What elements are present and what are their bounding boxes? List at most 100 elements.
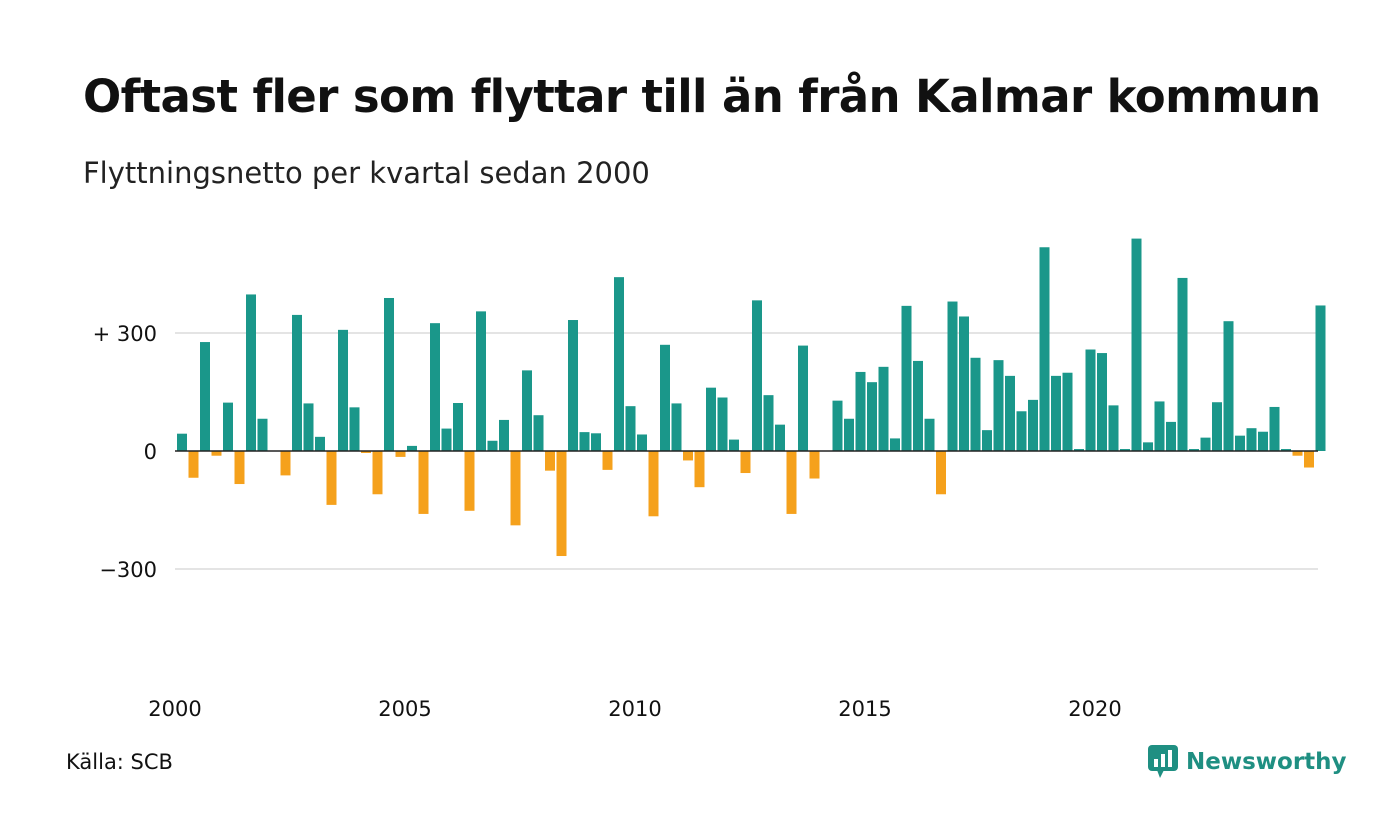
bar-positive bbox=[568, 320, 578, 451]
bar-negative bbox=[234, 451, 245, 485]
bar-positive bbox=[660, 344, 670, 451]
bar-positive bbox=[315, 436, 325, 451]
bar-positive bbox=[533, 415, 544, 451]
bar-positive bbox=[913, 360, 923, 451]
bar-positive bbox=[1005, 375, 1015, 451]
chart-title: Oftast fler som flyttar till än från Kal… bbox=[83, 70, 1321, 123]
bar-positive bbox=[1143, 442, 1153, 451]
bar-positive bbox=[982, 430, 992, 451]
bar-positive bbox=[844, 418, 854, 451]
bar-negative bbox=[188, 451, 199, 478]
bar-positive bbox=[338, 329, 348, 451]
bar-positive bbox=[1131, 238, 1142, 451]
bar-positive bbox=[1120, 449, 1130, 451]
bar-positive bbox=[867, 382, 877, 451]
bar-negative bbox=[1292, 451, 1303, 456]
bar-positive bbox=[1189, 449, 1199, 451]
bar-positive bbox=[671, 403, 682, 451]
bar-negative bbox=[211, 451, 222, 456]
bar-positive bbox=[1085, 349, 1096, 451]
bar-positive bbox=[901, 305, 912, 451]
bar-negative bbox=[510, 451, 521, 526]
bar-positive bbox=[1200, 437, 1211, 451]
bar-positive bbox=[522, 370, 532, 451]
bar-negative bbox=[694, 451, 705, 488]
bar-positive bbox=[1074, 449, 1084, 451]
bar-positive bbox=[453, 403, 463, 451]
bar-positive bbox=[384, 297, 394, 451]
bar-negative bbox=[1304, 451, 1314, 468]
bar-negative bbox=[786, 451, 797, 514]
bar-positive bbox=[1223, 321, 1234, 451]
bar-positive bbox=[1154, 401, 1165, 451]
bar-positive bbox=[1166, 421, 1176, 451]
bar-positive bbox=[349, 407, 360, 451]
source-note: Källa: SCB bbox=[66, 750, 173, 774]
bar-positive bbox=[625, 406, 636, 451]
brand-logo: Newsworthy bbox=[1148, 744, 1347, 780]
x-tick-label: 2010 bbox=[608, 697, 661, 721]
bar-positive bbox=[1235, 435, 1245, 451]
bar-positive bbox=[763, 395, 774, 451]
bar-positive bbox=[890, 438, 900, 451]
bar-positive bbox=[257, 418, 268, 451]
bar-positive bbox=[292, 314, 302, 451]
bar-positive bbox=[775, 424, 785, 451]
bar-negative bbox=[326, 451, 337, 505]
bar-negative bbox=[809, 451, 820, 479]
bar-positive bbox=[476, 311, 486, 451]
bar-positive bbox=[579, 432, 590, 451]
bar-positive bbox=[637, 434, 647, 451]
bar-positive bbox=[499, 419, 509, 451]
bar-positive bbox=[832, 400, 843, 451]
bar-positive bbox=[1016, 411, 1027, 451]
bar-positive bbox=[1062, 372, 1073, 451]
bar-negative bbox=[372, 451, 383, 495]
bar-positive bbox=[993, 360, 1004, 451]
bar-positive bbox=[1246, 428, 1257, 451]
x-axis-tick-labels: 2000 2005 2010 2015 2020 bbox=[148, 697, 1121, 721]
bar-positive bbox=[246, 294, 256, 451]
x-tick-label: 2005 bbox=[378, 697, 431, 721]
y-axis-tick-labels: + 300 0 −300 bbox=[93, 322, 157, 582]
bar-positive bbox=[970, 357, 981, 451]
y-tick-label: + 300 bbox=[93, 322, 157, 346]
bar-positive bbox=[1212, 402, 1222, 451]
grid-lines bbox=[175, 332, 1318, 570]
bar-positive bbox=[878, 366, 889, 451]
bar-negative bbox=[648, 451, 659, 517]
bar-negative bbox=[361, 451, 371, 453]
bars bbox=[177, 238, 1326, 557]
bar-positive bbox=[303, 403, 314, 451]
bar-positive bbox=[430, 323, 440, 451]
bar-negative bbox=[418, 451, 429, 514]
bar-positive bbox=[591, 433, 601, 451]
bar-positive bbox=[752, 300, 762, 451]
bar-positive bbox=[1258, 431, 1268, 451]
x-tick-label: 2000 bbox=[148, 697, 201, 721]
bar-negative bbox=[936, 451, 946, 495]
bar-positive bbox=[177, 433, 187, 451]
bar-negative bbox=[464, 451, 475, 511]
x-tick-label: 2020 bbox=[1068, 697, 1121, 721]
bar-positive bbox=[729, 439, 739, 451]
bar-positive bbox=[1028, 399, 1038, 451]
bar-positive bbox=[614, 277, 624, 451]
bar-negative bbox=[395, 451, 406, 457]
bar-negative bbox=[556, 451, 567, 557]
bar-positive bbox=[223, 402, 233, 451]
bar-positive bbox=[1269, 406, 1280, 451]
bar-negative bbox=[545, 451, 555, 471]
bar-positive bbox=[1097, 353, 1107, 451]
bar-positive bbox=[1281, 449, 1291, 451]
newsworthy-logo-icon bbox=[1148, 745, 1178, 778]
chart-subtitle: Flyttningsnetto per kvartal sedan 2000 bbox=[83, 156, 650, 190]
bar-positive bbox=[947, 301, 958, 451]
bar-negative bbox=[602, 451, 613, 470]
bar-positive bbox=[706, 387, 716, 451]
bar-positive bbox=[407, 445, 417, 451]
bar-positive bbox=[959, 316, 969, 451]
y-tick-label: −300 bbox=[99, 558, 157, 582]
bar-positive bbox=[855, 371, 866, 451]
